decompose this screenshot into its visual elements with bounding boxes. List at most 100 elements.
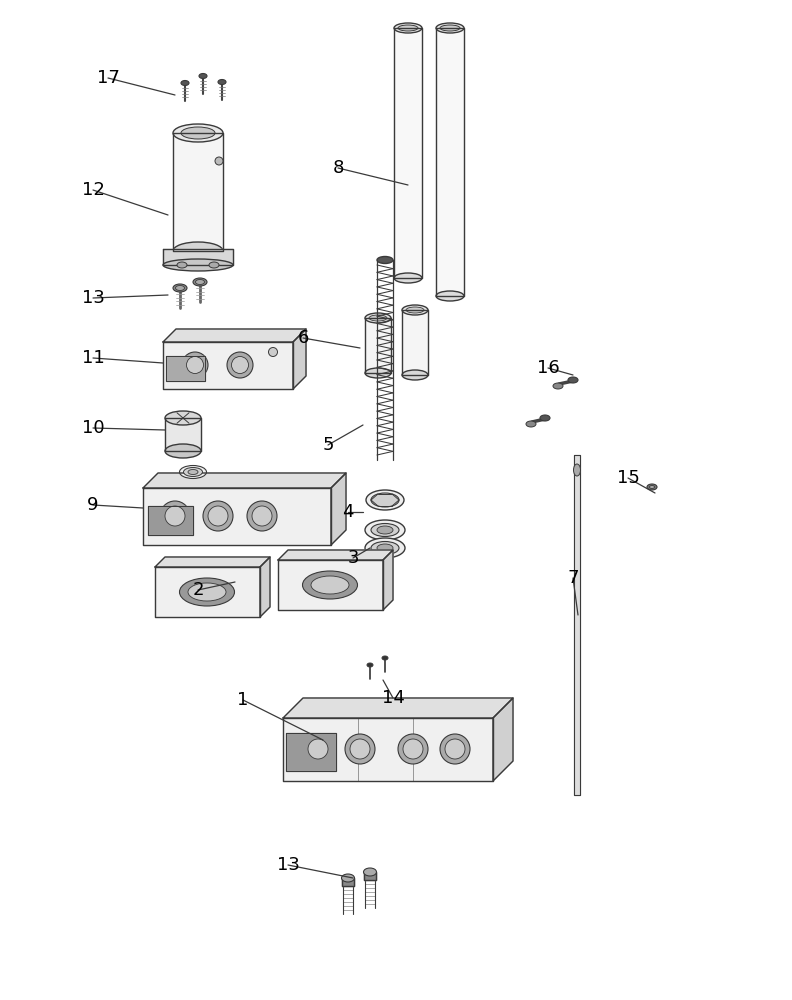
Polygon shape: [143, 473, 346, 488]
Polygon shape: [365, 318, 391, 373]
Polygon shape: [278, 560, 383, 610]
Ellipse shape: [440, 25, 460, 31]
Polygon shape: [283, 718, 493, 781]
Ellipse shape: [377, 526, 393, 534]
Ellipse shape: [365, 313, 391, 323]
Ellipse shape: [369, 315, 387, 321]
Ellipse shape: [402, 305, 428, 315]
Ellipse shape: [526, 421, 536, 427]
Text: 2: 2: [192, 581, 204, 599]
Ellipse shape: [364, 868, 376, 876]
Polygon shape: [148, 506, 193, 535]
Polygon shape: [493, 698, 513, 781]
Text: 12: 12: [82, 181, 105, 199]
Polygon shape: [383, 550, 393, 610]
Text: 13: 13: [82, 289, 105, 307]
Ellipse shape: [377, 256, 393, 263]
Text: 9: 9: [87, 496, 99, 514]
Ellipse shape: [553, 383, 563, 389]
Ellipse shape: [182, 352, 208, 378]
Polygon shape: [574, 455, 580, 795]
Ellipse shape: [445, 739, 465, 759]
Ellipse shape: [365, 538, 405, 558]
Ellipse shape: [341, 874, 355, 882]
Ellipse shape: [252, 506, 272, 526]
Ellipse shape: [366, 490, 404, 510]
Ellipse shape: [196, 279, 204, 284]
Text: 5: 5: [322, 436, 333, 454]
Ellipse shape: [311, 576, 349, 594]
Ellipse shape: [184, 468, 203, 477]
Text: 1: 1: [238, 691, 249, 709]
Ellipse shape: [540, 415, 550, 421]
Ellipse shape: [193, 278, 207, 286]
Polygon shape: [402, 310, 428, 375]
Ellipse shape: [649, 486, 654, 488]
Ellipse shape: [436, 291, 464, 301]
Polygon shape: [143, 488, 331, 545]
Polygon shape: [342, 878, 354, 886]
Ellipse shape: [568, 377, 578, 383]
Ellipse shape: [218, 80, 226, 85]
Ellipse shape: [402, 370, 428, 380]
Polygon shape: [283, 698, 513, 718]
Ellipse shape: [160, 501, 190, 531]
Ellipse shape: [303, 571, 357, 599]
Polygon shape: [165, 418, 201, 451]
Ellipse shape: [199, 74, 207, 79]
Ellipse shape: [377, 544, 393, 552]
Ellipse shape: [173, 284, 187, 292]
Ellipse shape: [371, 542, 399, 554]
Ellipse shape: [394, 273, 422, 283]
Ellipse shape: [268, 348, 277, 357]
Polygon shape: [364, 872, 376, 880]
Text: 15: 15: [616, 469, 639, 487]
Ellipse shape: [177, 262, 187, 268]
Text: 8: 8: [333, 159, 344, 177]
Text: 4: 4: [342, 503, 354, 521]
Polygon shape: [278, 550, 393, 560]
Polygon shape: [163, 342, 293, 389]
Text: 6: 6: [297, 329, 309, 347]
Text: 11: 11: [82, 349, 105, 367]
Ellipse shape: [173, 124, 223, 142]
Polygon shape: [173, 133, 223, 251]
Ellipse shape: [215, 157, 223, 165]
Ellipse shape: [371, 493, 399, 507]
Text: 14: 14: [382, 689, 405, 707]
Polygon shape: [260, 557, 270, 617]
Polygon shape: [155, 557, 270, 567]
Ellipse shape: [227, 352, 253, 378]
Ellipse shape: [163, 259, 233, 271]
Ellipse shape: [647, 484, 657, 490]
Polygon shape: [331, 473, 346, 545]
Text: 7: 7: [567, 569, 579, 587]
Text: 13: 13: [276, 856, 299, 874]
Ellipse shape: [173, 242, 223, 260]
Polygon shape: [394, 28, 422, 278]
Ellipse shape: [436, 23, 464, 33]
Ellipse shape: [365, 368, 391, 378]
Polygon shape: [155, 567, 260, 617]
Ellipse shape: [181, 81, 189, 86]
Ellipse shape: [203, 501, 233, 531]
Ellipse shape: [180, 578, 234, 606]
Ellipse shape: [440, 734, 470, 764]
Polygon shape: [286, 733, 336, 771]
Ellipse shape: [365, 520, 405, 540]
Ellipse shape: [188, 583, 226, 601]
Ellipse shape: [382, 656, 388, 660]
Ellipse shape: [398, 734, 428, 764]
Ellipse shape: [367, 663, 373, 667]
Ellipse shape: [209, 262, 219, 268]
Polygon shape: [163, 329, 306, 342]
Ellipse shape: [303, 734, 333, 764]
Ellipse shape: [165, 411, 201, 425]
Ellipse shape: [188, 470, 198, 475]
Ellipse shape: [406, 307, 424, 313]
Ellipse shape: [165, 444, 201, 458]
Ellipse shape: [208, 506, 228, 526]
Polygon shape: [163, 249, 233, 265]
Ellipse shape: [180, 466, 207, 479]
Ellipse shape: [165, 506, 185, 526]
